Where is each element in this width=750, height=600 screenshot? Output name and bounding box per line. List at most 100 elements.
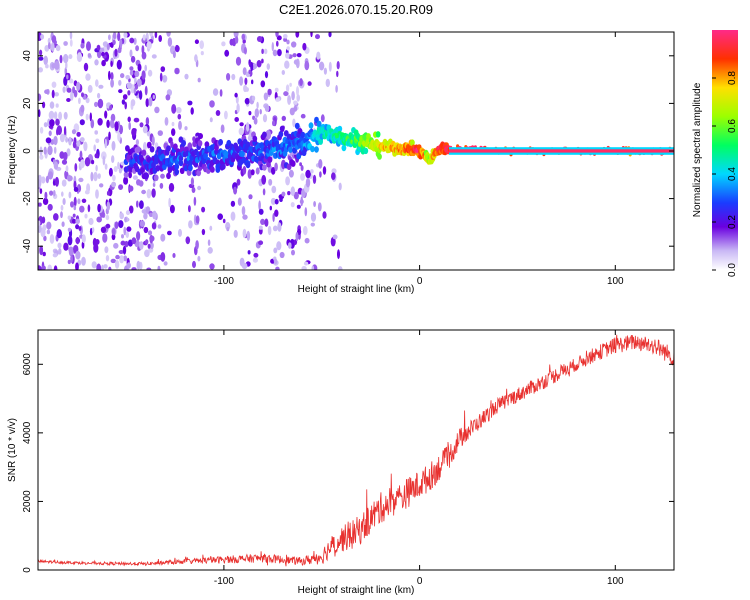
noise-cell bbox=[41, 216, 46, 224]
noise-cell bbox=[72, 140, 77, 149]
noise-cell bbox=[271, 42, 274, 52]
ridge-cell bbox=[174, 163, 180, 170]
noise-cell bbox=[141, 209, 147, 214]
ridge-cell bbox=[220, 163, 226, 170]
x-tick-label: 0 bbox=[417, 576, 423, 587]
noise-cell bbox=[152, 94, 155, 100]
noise-cell bbox=[113, 166, 118, 172]
noise-cell bbox=[284, 60, 290, 69]
noise-cell bbox=[47, 203, 53, 211]
noise-cell bbox=[47, 264, 53, 270]
noise-cell bbox=[250, 61, 254, 72]
noise-cell bbox=[61, 221, 65, 227]
noise-cell bbox=[209, 117, 213, 123]
noise-cell bbox=[110, 78, 114, 88]
noise-cell bbox=[94, 59, 99, 66]
noise-cell bbox=[143, 226, 149, 234]
noise-cell bbox=[176, 107, 182, 114]
noise-cell bbox=[260, 218, 266, 225]
noise-cell bbox=[114, 121, 119, 132]
noise-cell bbox=[258, 200, 261, 211]
noise-cell bbox=[68, 78, 74, 84]
noise-cell bbox=[104, 110, 108, 119]
noise-cell bbox=[267, 225, 272, 236]
noise-cell bbox=[87, 84, 93, 93]
noise-cell bbox=[288, 242, 292, 249]
noise-cell bbox=[160, 252, 166, 262]
noise-cell bbox=[296, 94, 301, 102]
ridge-cell bbox=[197, 140, 203, 147]
noise-cell bbox=[53, 146, 57, 154]
noise-cell bbox=[234, 92, 238, 98]
noise-cell bbox=[45, 137, 52, 144]
noise-cell bbox=[241, 33, 246, 41]
ridge-cell bbox=[214, 144, 219, 151]
noise-cell bbox=[174, 45, 180, 53]
noise-cell bbox=[95, 79, 99, 87]
ridge-cell bbox=[223, 150, 229, 158]
noise-cell bbox=[99, 183, 104, 188]
noise-cell bbox=[46, 229, 51, 235]
noise-cell bbox=[313, 201, 316, 207]
noise-cell bbox=[113, 242, 119, 249]
noise-cell bbox=[275, 97, 280, 102]
noise-cell bbox=[129, 37, 135, 44]
noise-cell bbox=[209, 100, 215, 108]
ridge-cell bbox=[294, 122, 300, 130]
noise-cell bbox=[71, 129, 77, 135]
x-tick-label: 100 bbox=[607, 576, 624, 587]
noise-cell bbox=[146, 267, 152, 270]
noise-cell bbox=[276, 241, 282, 251]
noise-cell bbox=[273, 247, 278, 254]
noise-cell bbox=[275, 266, 280, 270]
noise-cell bbox=[60, 211, 63, 219]
noise-cell bbox=[79, 119, 85, 126]
noise-cell bbox=[56, 229, 62, 239]
noise-cell bbox=[112, 32, 117, 40]
noise-cell bbox=[144, 85, 148, 96]
noise-cell bbox=[93, 144, 96, 152]
noise-cell bbox=[38, 109, 41, 118]
y-tick-label: -20 bbox=[22, 191, 33, 206]
noise-cell bbox=[279, 197, 283, 202]
noise-cell bbox=[66, 87, 72, 93]
noise-cell bbox=[239, 76, 244, 86]
noise-cell bbox=[90, 171, 94, 182]
noise-cell bbox=[54, 60, 60, 70]
noise-cell bbox=[117, 131, 121, 142]
noise-cell bbox=[139, 220, 146, 227]
noise-cell bbox=[139, 122, 144, 128]
noise-cell bbox=[68, 191, 72, 199]
noise-cell bbox=[188, 205, 191, 213]
noise-cell bbox=[141, 189, 147, 195]
noise-cell bbox=[310, 222, 315, 227]
x-tick-label: 0 bbox=[417, 276, 423, 287]
noise-cell bbox=[337, 249, 340, 260]
noise-cell bbox=[305, 177, 311, 188]
noise-cell bbox=[125, 75, 130, 80]
noise-cell bbox=[269, 205, 272, 211]
noise-cell bbox=[275, 32, 279, 38]
noise-cell bbox=[178, 120, 182, 130]
noise-cell bbox=[197, 255, 201, 262]
noise-cell bbox=[283, 91, 289, 97]
noise-cell bbox=[304, 207, 308, 217]
noise-cell bbox=[149, 242, 154, 250]
noise-cell bbox=[117, 47, 122, 54]
noise-cell bbox=[119, 38, 123, 49]
noise-cell bbox=[279, 251, 285, 259]
noise-cell bbox=[147, 69, 153, 77]
noise-cell bbox=[91, 159, 95, 165]
noise-cell bbox=[133, 87, 137, 94]
noise-cell bbox=[80, 42, 85, 49]
noise-cell bbox=[259, 109, 262, 115]
noise-cell bbox=[295, 231, 299, 242]
noise-cell bbox=[137, 63, 142, 72]
noise-cell bbox=[128, 122, 131, 130]
noise-cell bbox=[258, 240, 264, 245]
noise-cell bbox=[197, 77, 201, 83]
noise-cell bbox=[124, 216, 127, 223]
noise-cell bbox=[207, 247, 213, 254]
noise-cell bbox=[85, 73, 91, 81]
